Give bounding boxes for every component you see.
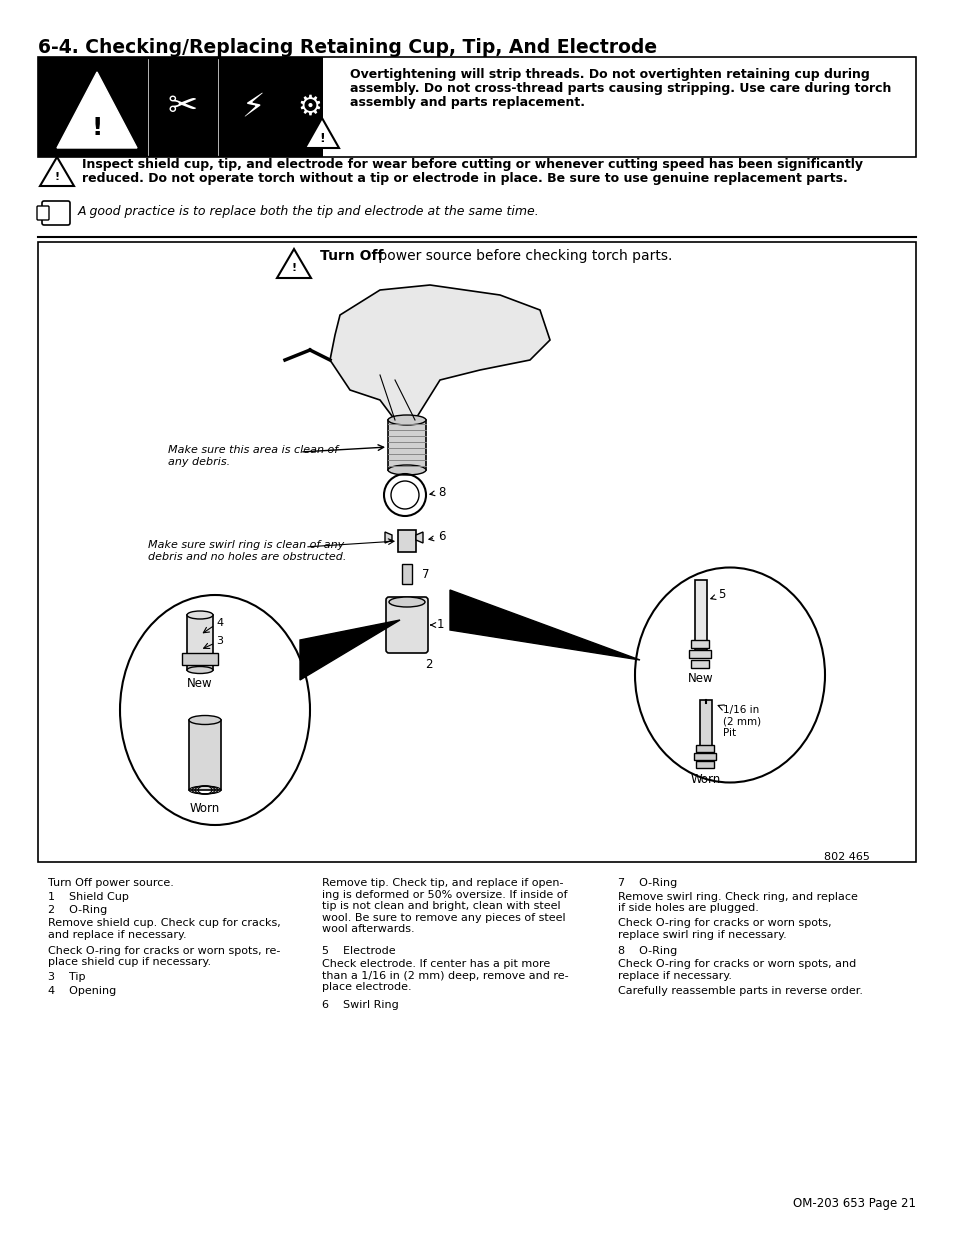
FancyBboxPatch shape: [388, 420, 426, 471]
Text: 5: 5: [710, 589, 724, 601]
Text: 2    O-Ring: 2 O-Ring: [48, 905, 107, 915]
Text: assembly. Do not cross-thread parts causing stripping. Use care during torch: assembly. Do not cross-thread parts caus…: [350, 82, 890, 95]
FancyBboxPatch shape: [693, 753, 716, 760]
FancyBboxPatch shape: [189, 720, 221, 790]
FancyBboxPatch shape: [688, 650, 710, 658]
FancyBboxPatch shape: [37, 206, 49, 220]
FancyBboxPatch shape: [700, 700, 711, 755]
Polygon shape: [385, 532, 392, 543]
Text: 4: 4: [215, 618, 223, 629]
Text: 6-4. Checking/Replacing Retaining Cup, Tip, And Electrode: 6-4. Checking/Replacing Retaining Cup, T…: [38, 38, 657, 57]
Text: Check O-ring for cracks or worn spots, re-
place shield cup if necessary.: Check O-ring for cracks or worn spots, r…: [48, 946, 280, 967]
Polygon shape: [299, 620, 399, 680]
Text: !: !: [319, 131, 325, 144]
Text: 7: 7: [421, 568, 429, 580]
Text: Make sure swirl ring is clean of any
debris and no holes are obstructed.: Make sure swirl ring is clean of any deb…: [148, 540, 346, 562]
FancyBboxPatch shape: [696, 761, 713, 768]
Text: reduced. Do not operate torch without a tip or electrode in place. Be sure to us: reduced. Do not operate torch without a …: [82, 172, 847, 185]
Text: Carefully reassemble parts in reverse order.: Carefully reassemble parts in reverse or…: [618, 986, 862, 995]
Text: 1    Shield Cup: 1 Shield Cup: [48, 892, 129, 902]
Text: Worn: Worn: [690, 773, 720, 785]
Ellipse shape: [635, 568, 824, 783]
Text: assembly and parts replacement.: assembly and parts replacement.: [350, 96, 584, 109]
Text: OM-203 653 Page 21: OM-203 653 Page 21: [792, 1197, 915, 1210]
Text: ⚡: ⚡: [241, 90, 264, 124]
Text: 8: 8: [430, 485, 445, 499]
FancyBboxPatch shape: [386, 597, 428, 653]
FancyBboxPatch shape: [401, 564, 412, 584]
FancyBboxPatch shape: [38, 57, 915, 157]
Text: 3    Tip: 3 Tip: [48, 972, 86, 983]
Text: !: !: [291, 263, 296, 273]
Text: Overtightening will strip threads. Do not overtighten retaining cup during: Overtightening will strip threads. Do no…: [350, 68, 869, 82]
Text: ✂: ✂: [168, 90, 198, 124]
Ellipse shape: [388, 415, 426, 425]
Text: Remove tip. Check tip, and replace if open-
ing is deformed or 50% oversize. If : Remove tip. Check tip, and replace if op…: [322, 878, 567, 935]
Ellipse shape: [388, 466, 426, 475]
Text: 6: 6: [429, 531, 445, 543]
Text: 4    Opening: 4 Opening: [48, 986, 116, 995]
Ellipse shape: [389, 597, 424, 606]
Text: Turn Off power source.: Turn Off power source.: [48, 878, 173, 888]
FancyBboxPatch shape: [690, 640, 708, 648]
Polygon shape: [57, 72, 137, 148]
Text: 1/16 in
(2 mm)
Pit: 1/16 in (2 mm) Pit: [722, 705, 760, 739]
FancyBboxPatch shape: [182, 653, 218, 664]
FancyBboxPatch shape: [38, 242, 915, 862]
Ellipse shape: [187, 611, 213, 619]
Text: 802 465: 802 465: [823, 852, 869, 862]
Text: Remove shield cup. Check cup for cracks,
and replace if necessary.: Remove shield cup. Check cup for cracks,…: [48, 919, 280, 940]
FancyBboxPatch shape: [187, 615, 213, 671]
FancyBboxPatch shape: [397, 530, 416, 552]
Text: !: !: [91, 116, 103, 140]
Text: New: New: [187, 677, 213, 690]
Text: Check O-ring for cracks or worn spots, and
replace if necessary.: Check O-ring for cracks or worn spots, a…: [618, 960, 856, 981]
Text: !: !: [54, 172, 59, 182]
Ellipse shape: [189, 715, 221, 725]
Polygon shape: [276, 249, 311, 278]
Polygon shape: [450, 590, 639, 659]
Text: Make sure this area is clean of
any debris.: Make sure this area is clean of any debr…: [168, 445, 337, 467]
FancyBboxPatch shape: [695, 580, 706, 650]
Polygon shape: [416, 532, 422, 543]
FancyBboxPatch shape: [42, 201, 70, 225]
Ellipse shape: [391, 480, 418, 509]
Text: 8    O-Ring: 8 O-Ring: [618, 946, 677, 956]
Text: Remove swirl ring. Check ring, and replace
if side holes are plugged.: Remove swirl ring. Check ring, and repla…: [618, 892, 857, 913]
Text: power source before checking torch parts.: power source before checking torch parts…: [374, 249, 672, 263]
Ellipse shape: [120, 595, 310, 825]
Text: 7    O-Ring: 7 O-Ring: [618, 878, 677, 888]
Text: Check electrode. If center has a pit more
than a 1/16 in (2 mm) deep, remove and: Check electrode. If center has a pit mor…: [322, 960, 568, 992]
Text: New: New: [687, 672, 713, 685]
Polygon shape: [330, 285, 550, 420]
Text: A good practice is to replace both the tip and electrode at the same time.: A good practice is to replace both the t…: [78, 205, 539, 219]
Ellipse shape: [187, 667, 213, 673]
Text: 6    Swirl Ring: 6 Swirl Ring: [322, 999, 398, 1009]
Text: Turn Off: Turn Off: [319, 249, 383, 263]
Text: 1: 1: [431, 619, 444, 631]
Polygon shape: [40, 157, 74, 186]
Text: ⚙: ⚙: [297, 93, 322, 121]
FancyBboxPatch shape: [696, 745, 713, 752]
Text: Check O-ring for cracks or worn spots,
replace swirl ring if necessary.: Check O-ring for cracks or worn spots, r…: [618, 919, 831, 940]
Text: 5    Electrode: 5 Electrode: [322, 946, 395, 956]
FancyBboxPatch shape: [38, 57, 323, 157]
Text: 2: 2: [424, 658, 432, 671]
FancyBboxPatch shape: [690, 659, 708, 668]
Text: 3: 3: [215, 636, 223, 646]
Polygon shape: [305, 119, 338, 148]
Text: Inspect shield cup, tip, and electrode for wear before cutting or whenever cutti: Inspect shield cup, tip, and electrode f…: [82, 158, 862, 170]
Text: Worn: Worn: [190, 802, 220, 815]
